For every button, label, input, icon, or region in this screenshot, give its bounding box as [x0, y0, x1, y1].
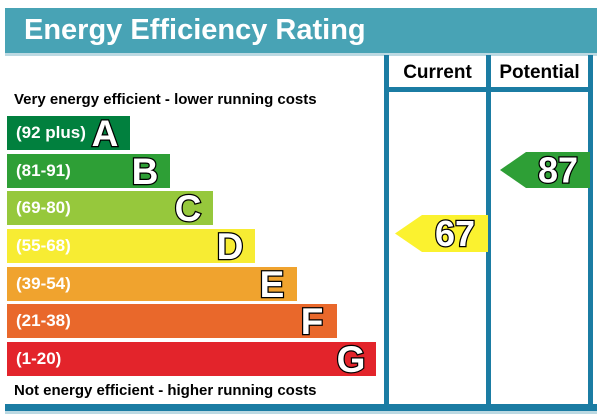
band-row-f: (21-38) F [7, 304, 337, 339]
band-row-d: (55-68) D [7, 229, 255, 264]
header-underline [384, 87, 593, 92]
band-letter-b: B [130, 154, 159, 188]
current-rating-value: 67 [435, 215, 475, 252]
band-letter-text: G [337, 342, 366, 376]
column-header-potential: Potential [499, 62, 580, 83]
band-letter-text: D [217, 229, 244, 263]
rating-bands: (92 plus) A (81-91) B (69-80) C (55-68) … [7, 116, 376, 380]
bottom-border [5, 404, 597, 411]
title-bar: Energy Efficiency Rating [5, 8, 597, 53]
top-note: Very energy efficient - lower running co… [14, 91, 317, 108]
page-title: Energy Efficiency Rating [24, 14, 366, 46]
band-row-c: (69-80) C [7, 191, 213, 226]
band-range-label: (69-80) [16, 198, 71, 218]
band-range-label: (21-38) [16, 311, 71, 331]
potential-rating-arrow: 87 [500, 152, 590, 188]
band-letter-g: G [335, 342, 366, 376]
potential-arrow-shape [500, 152, 590, 188]
bottom-note: Not energy efficient - higher running co… [14, 382, 317, 399]
band-row-a: (92 plus) A [7, 116, 130, 150]
band-letter-f: F [299, 304, 324, 338]
band-letter-text: E [260, 267, 285, 301]
band-letter-text: C [175, 191, 202, 225]
column-divider-right [588, 55, 593, 404]
current-rating-arrow: 67 [395, 215, 488, 252]
band-letter-text: B [132, 154, 159, 188]
band-letter-e: E [258, 267, 285, 301]
band-range-label: (81-91) [16, 160, 71, 180]
band-letter-c: C [173, 191, 202, 225]
band-range-label: (55-68) [16, 236, 71, 256]
band-letter-text: F [301, 304, 324, 338]
band-row-b: (81-91) B [7, 153, 170, 188]
band-row-g: (1-20) G [7, 342, 376, 377]
band-range-label: (39-54) [16, 273, 71, 293]
column-header-current: Current [403, 62, 472, 83]
column-divider-left [384, 55, 389, 404]
band-letter-d: D [215, 229, 244, 263]
band-letter-a: A [90, 116, 119, 150]
band-row-e: (39-54) E [7, 266, 297, 301]
potential-rating-value: 87 [538, 152, 578, 188]
band-letter-text: A [92, 116, 119, 150]
column-divider-middle [486, 55, 491, 404]
current-arrow-shape [395, 215, 488, 252]
band-range-label: (92 plus) [16, 123, 86, 142]
band-range-label: (1-20) [16, 349, 62, 369]
